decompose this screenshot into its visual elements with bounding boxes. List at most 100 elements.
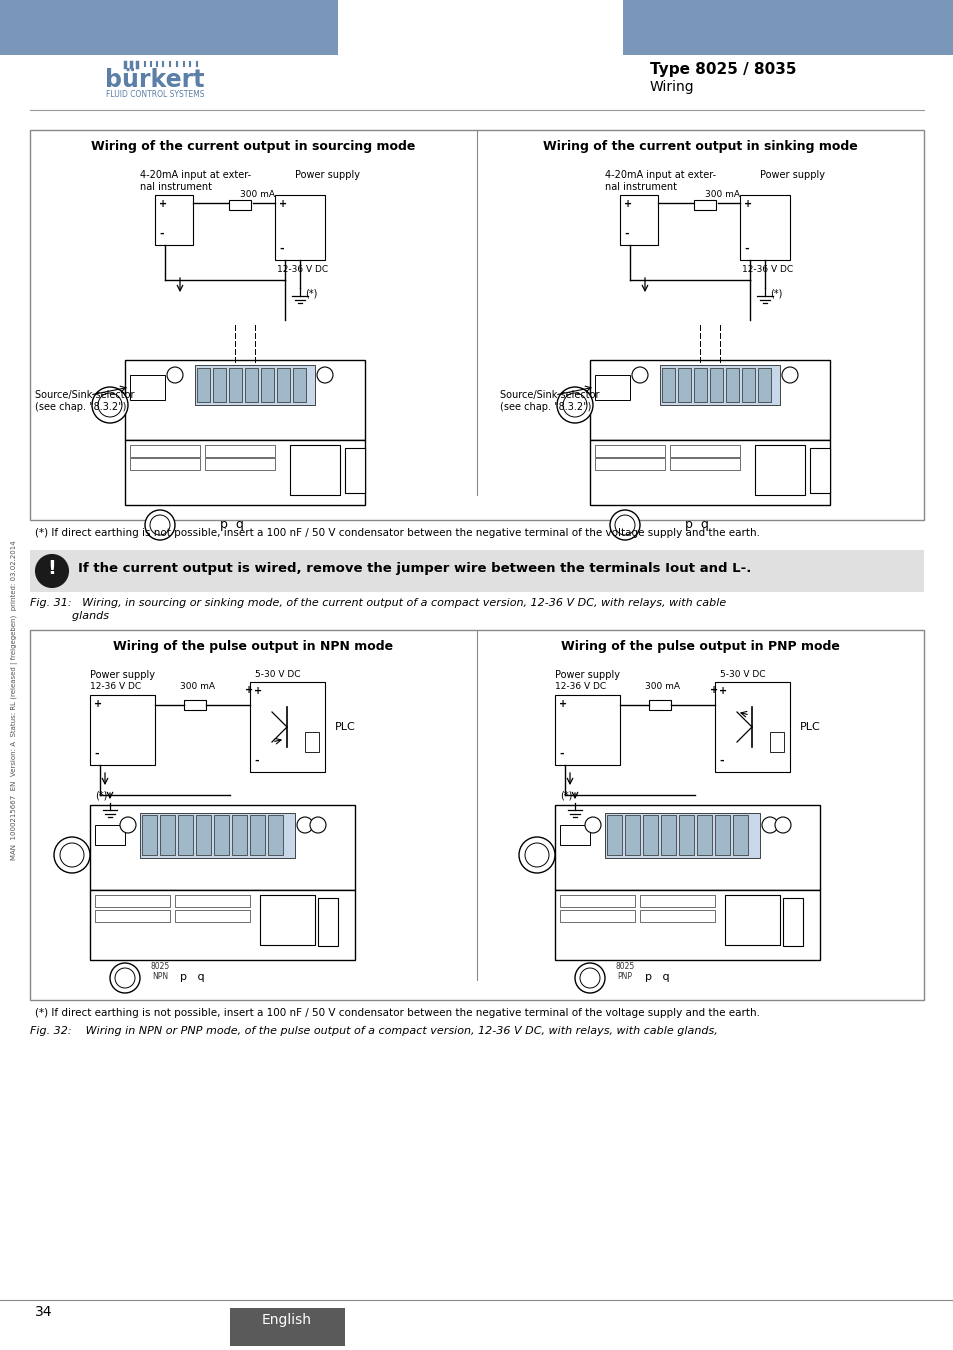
Bar xyxy=(205,458,274,470)
Bar xyxy=(293,369,306,402)
Bar xyxy=(196,369,210,402)
Bar xyxy=(725,369,739,402)
Bar xyxy=(174,895,250,907)
Text: Source/Sink selector
(see chap. "8.3.2"): Source/Sink selector (see chap. "8.3.2") xyxy=(499,390,598,412)
Bar xyxy=(740,194,789,261)
Text: If the current output is wired, remove the jumper wire between the terminals Iou: If the current output is wired, remove t… xyxy=(78,562,751,575)
Bar xyxy=(555,805,820,890)
Bar xyxy=(95,895,170,907)
Circle shape xyxy=(774,817,790,833)
Text: +: + xyxy=(743,198,751,209)
Text: 12-36 V DC: 12-36 V DC xyxy=(555,682,605,691)
Text: -: - xyxy=(743,244,748,254)
Bar xyxy=(345,448,365,493)
Bar xyxy=(693,369,706,402)
Bar xyxy=(714,682,789,772)
Bar xyxy=(290,446,339,495)
Bar xyxy=(555,695,619,765)
Text: Wiring of the pulse output in NPN mode: Wiring of the pulse output in NPN mode xyxy=(112,640,393,653)
Bar xyxy=(317,898,337,946)
Bar xyxy=(559,910,635,922)
Bar xyxy=(758,369,770,402)
Text: -: - xyxy=(278,244,283,254)
Bar xyxy=(194,364,314,405)
Text: 300 mA: 300 mA xyxy=(644,682,679,691)
Circle shape xyxy=(110,963,140,994)
Text: +: + xyxy=(558,699,566,709)
Bar xyxy=(741,369,754,402)
Text: Power supply: Power supply xyxy=(760,170,824,180)
Text: 8025
NPN: 8025 NPN xyxy=(151,963,170,981)
Text: (*): (*) xyxy=(769,288,781,298)
Bar xyxy=(660,815,676,855)
Bar xyxy=(697,815,711,855)
Bar xyxy=(619,194,658,244)
Bar xyxy=(250,815,265,855)
Text: 34: 34 xyxy=(35,1305,52,1319)
Bar xyxy=(669,446,740,458)
Bar xyxy=(642,815,658,855)
Text: +: + xyxy=(245,684,253,695)
Text: 300 mA: 300 mA xyxy=(180,682,214,691)
Bar xyxy=(809,448,829,493)
Bar xyxy=(130,458,200,470)
Bar xyxy=(30,130,923,520)
Text: Wiring of the current output in sourcing mode: Wiring of the current output in sourcing… xyxy=(91,140,415,153)
Bar xyxy=(195,815,211,855)
Text: Wiring: Wiring xyxy=(649,80,694,94)
Circle shape xyxy=(584,817,600,833)
Circle shape xyxy=(167,367,183,383)
Circle shape xyxy=(631,367,647,383)
Bar xyxy=(250,682,325,772)
Bar xyxy=(624,815,639,855)
Bar xyxy=(589,440,829,505)
Bar xyxy=(130,446,200,458)
Text: 4-20mA input at exter-
nal instrument: 4-20mA input at exter- nal instrument xyxy=(604,170,716,192)
Text: -: - xyxy=(253,756,258,765)
Circle shape xyxy=(615,514,635,535)
Text: 5-30 V DC: 5-30 V DC xyxy=(254,670,300,679)
Text: +: + xyxy=(94,699,102,709)
Text: Fig. 32:    Wiring in NPN or PNP mode, of the pulse output of a compact version,: Fig. 32: Wiring in NPN or PNP mode, of t… xyxy=(30,1026,717,1035)
Bar xyxy=(95,910,170,922)
Text: p   q: p q xyxy=(180,972,204,981)
Bar xyxy=(622,0,953,55)
Text: !: ! xyxy=(48,559,56,578)
Text: (*) If direct earthing is not possible, insert a 100 nF / 50 V condensator betwe: (*) If direct earthing is not possible, … xyxy=(35,528,760,539)
Circle shape xyxy=(115,968,135,988)
Circle shape xyxy=(316,367,333,383)
Text: glands: glands xyxy=(30,612,109,621)
Text: MAN  1000215667  EN  Version: A  Status: RL (released | freigegeben)  printed: 0: MAN 1000215667 EN Version: A Status: RL … xyxy=(11,540,18,860)
Circle shape xyxy=(310,817,326,833)
Text: p  q: p q xyxy=(684,518,708,531)
Text: (*): (*) xyxy=(559,791,572,801)
Text: Type 8025 / 8035: Type 8025 / 8035 xyxy=(649,62,796,77)
Bar xyxy=(595,446,664,458)
Text: +: + xyxy=(623,198,632,209)
Bar xyxy=(669,458,740,470)
Text: -: - xyxy=(94,749,98,759)
Bar xyxy=(205,446,274,458)
Circle shape xyxy=(36,555,68,587)
Text: Power supply: Power supply xyxy=(294,170,359,180)
Circle shape xyxy=(761,817,778,833)
Bar xyxy=(595,458,664,470)
Text: -: - xyxy=(159,230,164,239)
Text: English: English xyxy=(262,1314,312,1327)
Bar xyxy=(140,813,294,859)
Bar xyxy=(160,815,174,855)
Circle shape xyxy=(91,387,128,423)
Circle shape xyxy=(579,968,599,988)
Text: +: + xyxy=(709,684,718,695)
Bar xyxy=(589,360,829,440)
Bar xyxy=(559,895,635,907)
Bar xyxy=(125,440,365,505)
Text: -: - xyxy=(719,756,723,765)
Circle shape xyxy=(54,837,90,873)
Bar xyxy=(639,910,714,922)
Bar xyxy=(232,815,247,855)
Text: Wiring of the pulse output in PNP mode: Wiring of the pulse output in PNP mode xyxy=(560,640,839,653)
Bar xyxy=(659,364,780,405)
Text: 12-36 V DC: 12-36 V DC xyxy=(741,265,792,274)
Circle shape xyxy=(609,510,639,540)
